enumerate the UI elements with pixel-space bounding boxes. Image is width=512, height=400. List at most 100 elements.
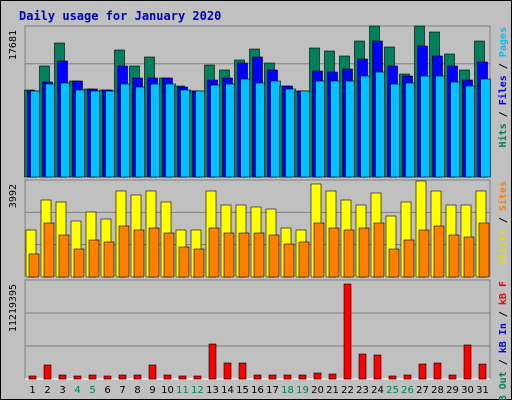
panel-bottom-legend: kB Out / kB In / kB F <box>498 281 509 400</box>
bar-sites-day-27 <box>418 229 430 278</box>
x-tick-label: 15 <box>236 385 249 396</box>
x-tick-label: 29 <box>446 385 459 396</box>
bar-sites-day-17 <box>268 234 280 278</box>
bar-kb-f-day-19 <box>298 374 307 380</box>
bar-sites-day-15 <box>238 232 250 278</box>
panel-middle-legend: Visits / Sites <box>497 181 509 265</box>
bar-kb-f-day-11 <box>178 375 187 380</box>
bar-kb-f-day-2 <box>43 364 52 380</box>
x-tick-label: 14 <box>221 385 234 396</box>
legend-entry: Files <box>497 75 509 105</box>
bar-pages-day-18 <box>285 88 296 178</box>
bar-sites-day-11 <box>178 246 190 278</box>
panel-top-legend: Hits / Files / Pages <box>497 27 509 147</box>
bar-kb-f-day-3 <box>58 374 67 380</box>
bar-kb-f-day-27 <box>418 363 427 380</box>
bar-sites-day-25 <box>388 248 400 278</box>
bar-kb-f-day-10 <box>163 374 172 380</box>
legend-entry: Sites <box>497 181 509 211</box>
x-tick-label: 9 <box>149 385 155 396</box>
x-tick-label: 24 <box>371 385 384 396</box>
bar-pages-day-21 <box>330 80 341 178</box>
bar-pages-day-3 <box>60 82 71 178</box>
bar-pages-day-2 <box>45 83 56 178</box>
legend-entry: / <box>498 105 509 123</box>
bar-sites-day-5 <box>88 239 100 278</box>
bar-kb-f-day-8 <box>133 374 142 380</box>
bar-sites-day-7 <box>118 225 130 278</box>
bar-pages-day-10 <box>165 83 176 178</box>
bar-pages-day-1 <box>30 90 41 178</box>
legend-entry: Visits <box>497 229 509 265</box>
bar-pages-day-11 <box>180 89 191 178</box>
bar-kb-f-day-13 <box>208 343 217 380</box>
bar-sites-day-1 <box>28 253 40 278</box>
x-tick-label: 16 <box>251 385 264 396</box>
bar-pages-day-29 <box>450 81 461 178</box>
x-tick-label: 5 <box>89 385 95 396</box>
bar-kb-f-day-21 <box>328 373 337 380</box>
bar-sites-day-14 <box>223 232 235 278</box>
x-tick-label: 10 <box>161 385 174 396</box>
legend-entry: kB In <box>498 323 509 353</box>
bar-pages-day-22 <box>345 80 356 178</box>
bar-sites-day-18 <box>283 243 295 278</box>
x-tick-label: 20 <box>311 385 324 396</box>
bar-sites-day-6 <box>103 241 115 278</box>
bar-kb-f-day-6 <box>103 375 112 380</box>
bar-pages-day-23 <box>360 75 371 178</box>
bar-kb-f-day-12 <box>193 375 202 380</box>
chart-title: Daily usage for January 2020 <box>19 9 221 23</box>
bar-sites-day-20 <box>313 222 325 278</box>
bar-pages-day-9 <box>150 83 161 178</box>
bar-sites-day-24 <box>373 222 385 278</box>
bar-pages-day-12 <box>195 90 206 178</box>
bar-sites-day-26 <box>403 239 415 278</box>
bar-pages-day-16 <box>255 82 266 178</box>
bar-kb-f-day-16 <box>253 374 262 380</box>
bar-sites-day-22 <box>343 229 355 278</box>
bar-pages-day-14 <box>225 83 236 178</box>
bar-sites-day-31 <box>478 222 490 278</box>
x-tick-label: 26 <box>401 385 414 396</box>
bar-sites-day-13 <box>208 227 220 278</box>
bar-pages-day-26 <box>405 82 416 178</box>
x-tick-label: 18 <box>281 385 294 396</box>
legend-entry: / <box>498 353 509 371</box>
bar-sites-day-10 <box>163 232 175 278</box>
x-tick-label: 19 <box>296 385 309 396</box>
bar-sites-day-21 <box>328 227 340 278</box>
x-tick-label: 25 <box>386 385 399 396</box>
bar-kb-f-day-18 <box>283 374 292 380</box>
x-tick-label: 6 <box>104 385 110 396</box>
bar-kb-f-day-20 <box>313 372 322 380</box>
bar-sites-day-4 <box>73 248 85 278</box>
bar-kb-f-day-23 <box>358 353 367 380</box>
legend-entry: / <box>498 211 509 229</box>
bar-pages-day-27 <box>420 75 431 178</box>
bar-kb-f-day-17 <box>268 374 277 380</box>
legend-entry: kB Out <box>498 371 509 400</box>
bar-kb-f-day-30 <box>463 344 472 380</box>
x-tick-label: 4 <box>74 385 80 396</box>
bar-pages-day-31 <box>480 78 491 178</box>
x-tick-label: 11 <box>176 385 189 396</box>
panel-bottom-area <box>24 279 491 380</box>
bar-kb-f-day-9 <box>148 364 157 380</box>
bar-kb-f-day-24 <box>373 354 382 380</box>
legend-entry: kB F <box>498 281 509 305</box>
bar-kb-f-day-4 <box>73 375 82 380</box>
bar-kb-f-day-22 <box>343 283 352 380</box>
bar-sites-day-23 <box>358 227 370 278</box>
bar-sites-day-16 <box>253 232 265 278</box>
x-tick-label: 31 <box>476 385 489 396</box>
x-tick-label: 30 <box>461 385 474 396</box>
bar-pages-day-8 <box>135 86 146 178</box>
x-tick-label: 13 <box>206 385 219 396</box>
x-tick-label: 21 <box>326 385 339 396</box>
bar-pages-day-17 <box>270 80 281 178</box>
bar-pages-day-30 <box>465 85 476 178</box>
bar-kb-f-day-15 <box>238 362 247 380</box>
x-tick-label: 1 <box>29 385 35 396</box>
bar-pages-day-20 <box>315 80 326 178</box>
